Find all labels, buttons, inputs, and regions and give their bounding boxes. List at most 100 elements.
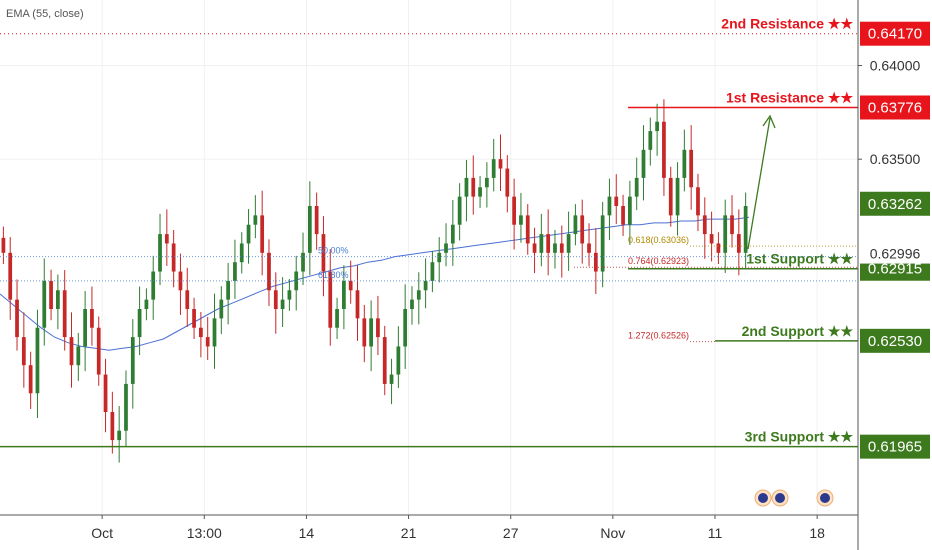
level-label-4: 3rd Support ★★ <box>745 429 854 445</box>
candle-body-90 <box>614 196 619 206</box>
candle-body-52 <box>355 290 360 319</box>
candle-body-57 <box>389 374 394 384</box>
candle-body-15 <box>103 374 108 412</box>
candle-body-83 <box>566 234 571 253</box>
candle-body-30 <box>205 337 210 347</box>
candle-body-95 <box>648 131 653 150</box>
arrow-head <box>762 114 776 129</box>
last-price-tag-0: 0.63262 <box>868 196 922 213</box>
price-tag-plain-1: 0.62996 <box>870 246 921 262</box>
candle-body-38 <box>260 215 265 253</box>
candle-body-58 <box>396 346 401 375</box>
candle-body-98 <box>668 177 673 216</box>
candle-body-33 <box>226 280 230 300</box>
candle-body-66 <box>450 224 455 244</box>
candle-body-75 <box>512 196 516 225</box>
candle-body-64 <box>437 252 442 263</box>
level-label-1: 1st Resistance ★★ <box>726 89 853 105</box>
candle-body-34 <box>233 262 237 281</box>
candle-body-67 <box>457 196 462 225</box>
candle-body-6 <box>42 280 47 328</box>
candle-body-79 <box>539 234 544 253</box>
event-flags <box>754 489 834 507</box>
candle-body-103 <box>702 215 707 235</box>
candle-body-106 <box>723 215 728 253</box>
candle-body-16 <box>110 412 115 441</box>
candle-body-11 <box>76 346 81 366</box>
candle-body-0 <box>1 237 6 253</box>
candle-body-101 <box>689 149 694 188</box>
candle-body-21 <box>144 299 149 309</box>
fib-layer: 50.00% 61.80% 0.618(0.63036) 0.764(0.62923)… <box>0 235 858 343</box>
candle-body-27 <box>185 290 190 309</box>
candles-layer <box>1 99 748 463</box>
candle-body-84 <box>573 215 578 235</box>
x-tick-label-0: Oct <box>91 525 113 541</box>
candle-body-109 <box>743 206 748 253</box>
candle-body-22 <box>151 271 156 300</box>
candle-body-100 <box>682 149 687 178</box>
candle-body-86 <box>587 243 591 253</box>
y-tick-label-1: 0.63500 <box>870 151 921 167</box>
candle-body-48 <box>328 271 333 328</box>
candle-body-70 <box>478 187 482 197</box>
candle-body-55 <box>376 318 380 338</box>
candle-body-93 <box>634 177 639 197</box>
candle-body-92 <box>628 196 632 225</box>
candle-body-62 <box>423 280 428 291</box>
candle-body-91 <box>621 206 625 225</box>
candle-body-8 <box>56 290 60 309</box>
candle-body-1 <box>8 252 13 300</box>
candle-body-14 <box>96 327 101 375</box>
candle-body-74 <box>505 168 510 197</box>
candle-body-24 <box>164 234 169 244</box>
candle-body-72 <box>491 159 496 178</box>
candle-body-25 <box>171 243 176 272</box>
candle-body-43 <box>294 271 299 291</box>
price-tags-layer: 0.64170 0.63776 0.62915 0.62530 0.61965 0.632… <box>860 21 930 459</box>
candle-body-5 <box>35 327 40 394</box>
candle-body-97 <box>662 121 666 178</box>
price-tag-bg-3 <box>860 328 930 353</box>
candle-body-36 <box>246 224 251 244</box>
candle-body-77 <box>525 215 530 244</box>
price-tag-bg-0 <box>860 21 930 46</box>
candle-body-44 <box>301 252 305 272</box>
candle-body-49 <box>335 309 339 328</box>
candle-body-65 <box>444 243 448 253</box>
candle-body-20 <box>137 309 142 338</box>
price-tag-4: 0.61965 <box>868 439 922 456</box>
candle-body-47 <box>321 234 326 272</box>
candle-body-13 <box>90 309 94 328</box>
level-label-0: 2nd Resistance ★★ <box>721 16 853 32</box>
candle-body-105 <box>716 243 721 253</box>
indicator-label: EMA (55, close) <box>6 8 84 20</box>
candle-body-85 <box>580 215 585 244</box>
x-tick-label-7: 18 <box>809 525 825 541</box>
x-tick-label-3: 21 <box>401 525 417 541</box>
ema-layer <box>0 216 750 351</box>
candle-body-76 <box>519 215 523 225</box>
candle-body-31 <box>212 318 217 347</box>
candle-body-102 <box>696 187 700 216</box>
candle-body-4 <box>28 365 33 394</box>
candle-body-37 <box>253 215 258 225</box>
candle-body-23 <box>158 234 162 272</box>
candle-body-17 <box>117 430 122 441</box>
price-tag-plain-bg-1 <box>860 243 930 264</box>
candle-body-10 <box>69 337 74 366</box>
x-tick-label-4: 27 <box>503 525 519 541</box>
candle-body-61 <box>416 290 421 300</box>
levels-layer: 2nd Resistance ★★ 1st Resistance ★★ 1st Su… <box>0 16 858 448</box>
candle-body-68 <box>464 177 469 197</box>
candle-body-56 <box>382 337 387 384</box>
x-tick-label-1: 13:00 <box>187 525 222 541</box>
candle-body-29 <box>199 327 203 338</box>
candle-body-78 <box>532 243 537 253</box>
candle-body-71 <box>485 177 489 188</box>
candle-body-88 <box>600 215 605 272</box>
candle-body-7 <box>49 280 53 309</box>
candle-body-12 <box>83 309 87 347</box>
fib-label-1: 61.80% <box>318 270 349 280</box>
